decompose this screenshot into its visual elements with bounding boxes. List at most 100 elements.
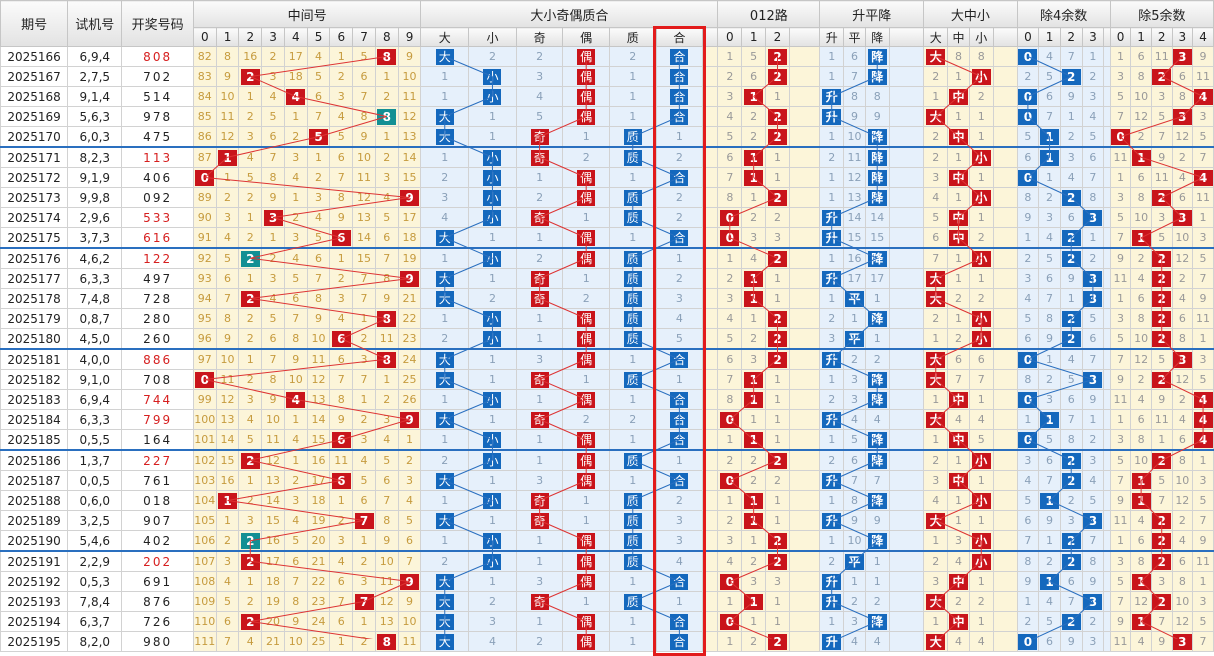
bigmid-cell-0: 大 [923, 369, 949, 390]
upflat-cell-1: 1 [843, 308, 866, 329]
issue-cell: 2025177 [0, 268, 69, 289]
table-row[interactable]: 2025188 0,6,0 018 104 1 2 14 3 18 1 6 7 4 1 小奇 1 质 2 1 1 1 1 8… [0, 490, 1214, 511]
table-row[interactable]: 2025171 8,2,3 113 87 1 4 7 3 1 6 10 2 14 1 小奇 2 质 2 6 1 1 2 11… [0, 146, 1214, 168]
upflat-cell-0: 1 [819, 167, 845, 188]
issue-cell: 2025169 [0, 106, 69, 127]
bsoe-cell-1: 小 [468, 187, 517, 208]
mid-cell-8: 10 [374, 550, 399, 572]
table-row[interactable]: 2025193 7,8,4 876 109 5 2 19 8 23 7 7 12 9 大 2 奇 1 质 1 1 1 1 升… [0, 591, 1214, 612]
table-row[interactable]: 2025167 2,7,5 702 83 9 2 3 18 5 2 6 1 10 1 小 3 偶 1 合 2 6 2 1 7 降… [0, 66, 1214, 87]
table-row[interactable]: 2025192 0,5,3 691 108 4 1 18 7 22 6 3 11 9 大 1 3 偶 1 合 0 3 3 升… [0, 571, 1214, 592]
table-row[interactable]: 2025176 4,6,2 122 92 5 2 2 4 6 1 15 7 19 1 小 2 偶质 1 1 4 2 1 16… [0, 247, 1214, 269]
header-issue[interactable]: 期号 [0, 0, 69, 47]
mod5-cell-1: 10 [1130, 86, 1152, 107]
mid-cell-2: 2 [238, 227, 263, 249]
subheader-bsoe-1: 小 [468, 27, 517, 47]
table-row[interactable]: 2025180 4,5,0 260 96 9 2 6 8 10 6 2 11 23 2 小 1 偶质 5 5 2 2 3 平… [0, 328, 1214, 350]
result-digit: 1 [152, 89, 163, 104]
mid-cell-7: 7 [352, 288, 376, 309]
upflat-cell-0: 升 [819, 207, 845, 228]
hit-mark: 1 [1040, 411, 1060, 428]
gap-cell [888, 288, 925, 309]
upflat-cell-0: 1 [819, 46, 845, 67]
gap-cell [992, 308, 1018, 329]
hit-mark: 0 [720, 229, 740, 246]
mod4-cell-2: 4 [1059, 167, 1083, 188]
header-road012[interactable]: 012路 [717, 0, 821, 28]
bigmid-cell-1: 中 [947, 126, 970, 148]
table-row[interactable]: 2025182 9,1,0 708 0 11 2 8 10 12 7 7 1 25 大 1 奇 1 质 1 7 1 1 1 3… [0, 369, 1214, 390]
bsoe-cell-1: 小 [468, 66, 517, 87]
table-row[interactable]: 2025184 6,3,3 799 100 13 4 10 1 14 9 2 3 9 大 1 奇 2 2 合 0 1 1 升… [0, 409, 1214, 430]
header-bsoe[interactable]: 大小奇偶质合 [420, 0, 719, 28]
mod4-cell-1: 4 [1038, 227, 1061, 249]
road012-cell-1: 3 [741, 571, 767, 592]
bsoe-cell-3: 偶 [562, 227, 610, 249]
table-row[interactable]: 2025181 4,0,0 886 97 10 1 7 9 11 6 3 8 24 大 1 3 偶 1 合 6 3 2 升 2… [0, 348, 1214, 370]
gap-cell [992, 247, 1018, 269]
result-cell: 726 [121, 611, 194, 632]
table-row[interactable]: 2025168 9,1,4 514 84 10 1 4 4 6 3 7 2 11 1 小 4 偶 1 合 3 1 1 升 8 8… [0, 86, 1214, 107]
table-row[interactable]: 2025189 3,2,5 907 105 1 3 15 4 19 2 7 8 5 大 1 奇 1 质 3 2 1 1 升 9… [0, 510, 1214, 531]
mid-cell-6: 2 [329, 66, 354, 87]
table-row[interactable]: 2025183 6,9,4 744 99 12 3 9 4 13 8 1 2 26 1 小 1 偶 1 合 8 1 1 2 3… [0, 389, 1214, 410]
table-row[interactable]: 2025169 5,6,3 978 85 11 2 5 1 7 4 8 8 12 大 1 5 偶 1 合 4 2 2 升 9 9… [0, 106, 1214, 127]
header-result[interactable]: 开奖号码 [121, 0, 194, 47]
table-row[interactable]: 2025174 2,9,6 533 90 3 1 3 2 4 9 13 5 17 4 小奇 1 质 2 0 2 2 升 14… [0, 207, 1214, 228]
table-row[interactable]: 2025172 9,1,9 406 0 1 5 8 4 2 7 11 3 15 2 小 1 偶 1 合 7 1 1 1 12 降… [0, 167, 1214, 188]
bsoe-cell-4: 质 [608, 146, 657, 168]
bsoe-cell-5: 合 [655, 227, 704, 249]
hit-mark: 升 [822, 229, 842, 246]
table-row[interactable]: 2025175 3,7,3 616 91 4 2 1 3 5 6 14 6 18 大 1 1 偶 1 合 0 3 3 升 15… [0, 227, 1214, 249]
result-digit: 2 [143, 331, 153, 346]
mod4-cell-0: 1 [1016, 409, 1040, 430]
bsoe-mark: 质 [623, 209, 642, 226]
table-row[interactable]: 2025186 1,3,7 227 102 15 2 12 1 16 11 4 5 2 2 小 1 偶质 1 2 2 2… [0, 449, 1214, 471]
mid-cell-0: 101 [192, 429, 217, 451]
road012-cell-0: 1 [717, 490, 743, 511]
bigmid-cell-1: 中 [947, 227, 970, 249]
header-trial[interactable]: 试机号 [67, 0, 123, 47]
mid-cell-0: 100 [192, 409, 217, 430]
header-mod4[interactable]: 除4余数 [1016, 0, 1111, 28]
gap-cell [702, 328, 719, 350]
bsoe-cell-2: 3 [515, 571, 564, 592]
bsoe-mark: 偶 [577, 472, 596, 489]
table-row[interactable]: 2025178 7,4,8 728 94 7 2 4 6 8 3 7 9 21 大 2 奇 2 质 3 3 1 1 1 平 1 大… [0, 288, 1214, 309]
mod5-cell-3: 8 [1171, 449, 1194, 471]
header-upflat[interactable]: 升平降 [819, 0, 925, 28]
bigmid-cell-1: 8 [947, 46, 970, 67]
mid-cell-5: 21 [306, 550, 331, 572]
table-row[interactable]: 2025173 9,9,8 092 89 2 2 9 1 3 8 12 4 9 3 小 2 偶质 2 8 1 2 1 13 降… [0, 187, 1214, 208]
table-row[interactable]: 2025185 0,5,5 164 101 14 5 11 4 15 6 3 4 1 1 小 1 偶 1 合 1 1 1 1… [0, 429, 1214, 451]
bsoe-cell-2: 4 [515, 86, 564, 107]
table-row[interactable]: 2025170 6,0,3 475 86 12 3 6 2 5 5 9 1 13 大 1 奇 1 质 1 5 2 2 1 10… [0, 126, 1214, 148]
hit-mark: 0 [1018, 633, 1038, 650]
table-row[interactable]: 2025187 0,0,5 761 103 16 1 13 2 17 6 5 6 3 大 1 3 偶 1 合 0 2 2 升… [0, 470, 1214, 491]
mid-cell-9: 9 [397, 409, 422, 430]
mod4-cell-2: 2 [1059, 126, 1083, 148]
mid-cell-5: 15 [306, 429, 331, 451]
header-bigmid[interactable]: 大中小 [923, 0, 1018, 28]
upflat-cell-2: 降 [864, 389, 890, 410]
table-row[interactable]: 2025195 8,2,0 980 111 7 4 21 10 25 1 2 8 11 大 4 2 偶 1 合 1 2 2… [0, 631, 1214, 652]
road012-cell-0: 1 [717, 247, 743, 269]
hit-mark: 3 [1172, 209, 1192, 226]
mid-cell-5: 19 [306, 510, 331, 531]
hit-mark: 大 [926, 371, 946, 388]
table-row[interactable]: 2025190 5,4,6 402 106 2 2 16 5 20 3 1 9 6 1 小 1 偶质 3 3 1 2 1 1… [0, 530, 1214, 552]
table-row[interactable]: 2025166 6,9,4 808 82 8 16 2 17 4 1 5 8 9 大 2 2 偶 2 合 1 5 2 1 6 降… [0, 46, 1214, 67]
table-row[interactable]: 2025191 2,2,9 202 107 3 2 17 6 21 4 2 10 7 2 小 1 偶质 4 4 2 2 2… [0, 550, 1214, 572]
mod5-cell-4: 5 [1192, 611, 1214, 632]
upflat-cell-1: 14 [843, 207, 866, 228]
table-row[interactable]: 2025194 6,3,7 726 110 6 2 20 9 24 6 1 13 10 大 3 1 偶 1 合 0 1 1… [0, 611, 1214, 632]
bsoe-cell-4: 质 [608, 530, 657, 552]
header-mod5[interactable]: 除5余数 [1109, 0, 1214, 28]
gap-cell [702, 167, 719, 188]
hit-mark: 1 [1040, 573, 1060, 590]
header-mid[interactable]: 中间号 [192, 0, 422, 28]
mod5-cell-1: 6 [1130, 46, 1152, 67]
table-row[interactable]: 2025177 6,3,3 497 93 6 1 3 5 7 2 7 8 9 大 1 奇 1 质 2 2 1 1 升 17 17… [0, 268, 1214, 289]
table-row[interactable]: 2025179 0,8,7 280 95 8 2 5 7 9 4 1 8 22 1 小 1 偶质 4 4 1 2 2 1 降 2… [0, 308, 1214, 329]
gap-cell [888, 308, 925, 329]
